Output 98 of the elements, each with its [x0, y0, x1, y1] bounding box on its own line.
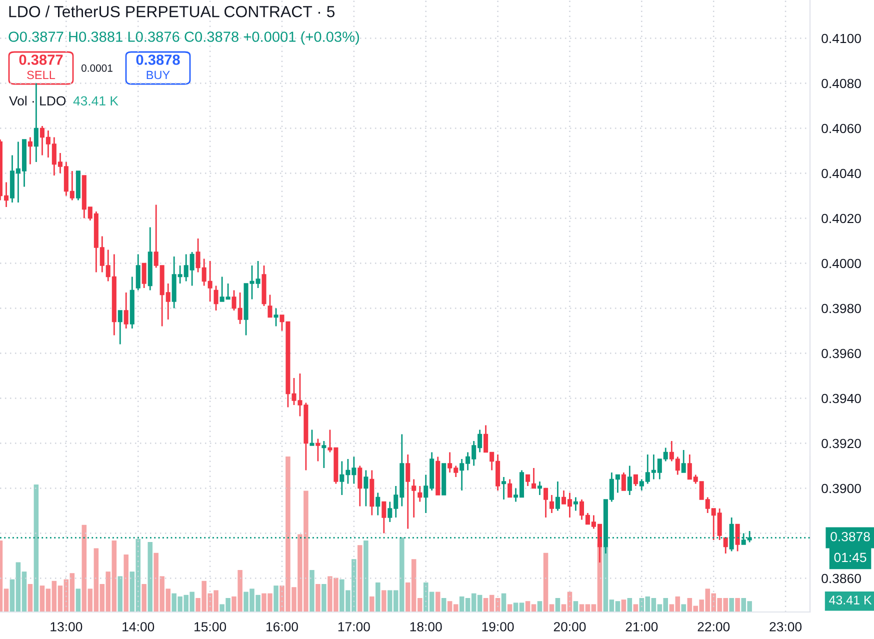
- candlestick: [526, 474, 530, 487]
- candlestick: [412, 478, 416, 518]
- candlestick: [316, 438, 320, 462]
- candlestick: [136, 254, 140, 291]
- chart-title: Vol · LDO: [9, 96, 66, 106]
- bar: [364, 540, 368, 612]
- y-tick-label: 0.4040: [822, 168, 861, 178]
- bar: [310, 570, 314, 612]
- y-tick-label: 0.3900: [822, 484, 861, 494]
- annotation: 0.0001: [81, 64, 112, 72]
- candlestick: [214, 285, 218, 312]
- candlestick: [537, 480, 542, 496]
- candlestick: [681, 449, 686, 474]
- candlestick: [735, 524, 740, 552]
- candlestick: [723, 537, 728, 554]
- candlestick: [406, 454, 410, 530]
- bar: [142, 584, 146, 612]
- bar: [382, 590, 386, 612]
- bar: [274, 586, 278, 612]
- y-tick-label: 0.3860: [822, 574, 861, 584]
- candlestick: [376, 492, 380, 516]
- candlestick: [508, 478, 512, 498]
- candlestick: [274, 308, 278, 327]
- bar: [148, 542, 153, 612]
- y-tick-label: 0.4100: [822, 34, 861, 44]
- bar: [34, 484, 39, 612]
- bar: [358, 545, 362, 612]
- bar: [555, 598, 560, 612]
- bar: [729, 598, 734, 612]
- candlestick: [142, 262, 146, 289]
- annotation: 0.3877: [19, 54, 63, 65]
- y-tick-label: 0.4080: [822, 78, 861, 88]
- y-tick-label: 0.3920: [822, 438, 861, 448]
- candlestick: [268, 294, 272, 318]
- candlestick: [555, 480, 560, 512]
- annotation: SELL: [27, 70, 56, 80]
- ref-line-label: 0.3878: [830, 532, 870, 542]
- candlestick: [364, 470, 368, 507]
- x-tick-label: 20:00: [554, 622, 586, 632]
- candlestick: [34, 82, 38, 163]
- candlestick: [310, 429, 314, 446]
- bar: [681, 604, 686, 612]
- y-tick-label: 0.3980: [822, 304, 861, 314]
- y-tick-label: 0.4060: [822, 124, 861, 134]
- bar: [118, 576, 123, 612]
- candlestick: [621, 472, 626, 492]
- x-tick-label: 17:00: [338, 622, 370, 632]
- x-tick-label: 13:00: [50, 622, 82, 632]
- bar: [627, 598, 632, 612]
- y-tick-label: 0.4000: [822, 258, 861, 268]
- x-tick-label: 15:00: [194, 622, 226, 632]
- bar: [76, 588, 81, 612]
- candlestick: [544, 488, 548, 518]
- candlestick: [501, 476, 506, 500]
- bar: [435, 592, 440, 612]
- bar: [633, 604, 638, 612]
- candlestick: [382, 501, 386, 534]
- x-tick-label: 18:00: [410, 622, 442, 632]
- bar: [370, 596, 374, 612]
- bar: [537, 601, 542, 612]
- bar: [322, 584, 326, 612]
- text: O0.3877 H0.3881 L0.3876 C0.3878 +0.0001 (+0.03%): [8, 31, 359, 45]
- bar: [316, 584, 320, 612]
- y-tick-label: 0.4020: [822, 214, 861, 224]
- candlestick: [418, 485, 422, 502]
- bar: [375, 582, 380, 612]
- bar: [28, 584, 33, 612]
- x-tick-label: 22:00: [698, 622, 730, 632]
- candlestick: [28, 136, 32, 165]
- candlestick: [322, 440, 326, 469]
- bar: [501, 593, 506, 612]
- annotation: 0.3878: [136, 54, 180, 65]
- x-tick-label: 21:00: [626, 622, 658, 632]
- candlestick: [549, 494, 554, 514]
- x-tick-label: 16:00: [266, 622, 298, 632]
- candlestick: [627, 465, 632, 496]
- bar: [124, 554, 128, 612]
- candlestick: [633, 474, 638, 487]
- candlestick: [124, 292, 128, 330]
- candlestick: [531, 467, 536, 489]
- x-tick-label: 14:00: [122, 622, 154, 632]
- bar: [441, 598, 446, 612]
- y-tick-label: 0.3960: [822, 348, 861, 358]
- text: 01:45: [834, 552, 866, 562]
- chart-title: LDO / TetherUS PERPETUAL CONTRACT · 5: [9, 6, 335, 18]
- x-tick-label: 23:00: [770, 622, 802, 632]
- annotation: BUY: [146, 70, 170, 80]
- candlestick: [358, 465, 362, 507]
- x-tick-label: 19:00: [482, 622, 514, 632]
- text: 43.41 K: [829, 596, 872, 604]
- bar: [735, 598, 740, 612]
- candlestick: [118, 310, 122, 345]
- candlestick: [573, 496, 578, 512]
- bar: [621, 600, 626, 612]
- bar: [573, 601, 578, 612]
- bar: [507, 604, 512, 612]
- y-tick-label: 0.3940: [822, 394, 861, 404]
- annotation: 43.41 K: [73, 96, 118, 106]
